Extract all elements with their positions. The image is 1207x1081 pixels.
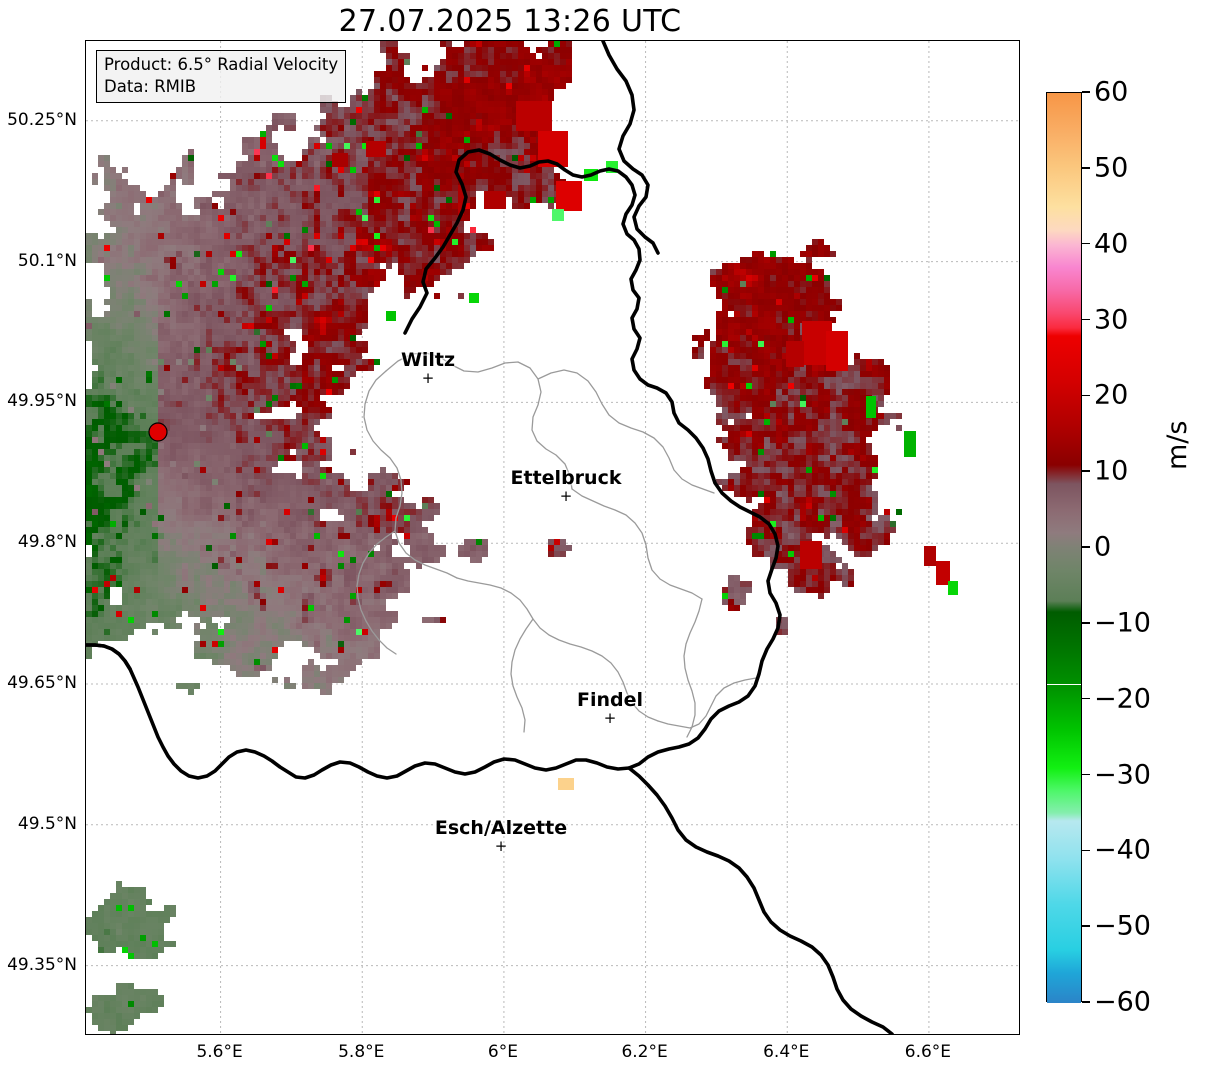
colorbar-band <box>1047 548 1081 571</box>
colorbar-band <box>1047 267 1081 291</box>
city-marker-icon: + <box>421 369 435 387</box>
latitude-tick-label: 50.25°N <box>7 109 77 130</box>
colorbar-band <box>1047 464 1081 484</box>
colorbar-band <box>1047 813 1081 821</box>
city-label: Ettelbruck + <box>511 467 622 504</box>
longitude-tick-label: 6.4°E <box>763 1042 810 1062</box>
colorbar-band <box>1047 229 1081 245</box>
colorbar-tick <box>1082 773 1090 776</box>
colorbar-tick <box>1082 849 1090 852</box>
colorbar-band <box>1047 612 1081 647</box>
colorbar-band <box>1047 790 1081 814</box>
latitude-tick-label: 49.95°N <box>7 391 77 412</box>
colorbar-tick-label: 20 <box>1094 379 1129 411</box>
latitude-axis: 50.25°N 50.1°N 49.95°N 49.8°N 49.65°N 49.5°N 4… <box>0 0 85 1081</box>
colorbar-band <box>1047 426 1081 465</box>
latitude-tick-label: 49.8°N <box>17 532 77 553</box>
city-name: Esch/Alzette <box>434 817 568 839</box>
colorbar-band <box>1047 730 1081 768</box>
colorbar-band <box>1047 130 1081 169</box>
map-canvas[interactable] <box>85 40 1020 1035</box>
colorbar-gradient <box>1046 92 1082 1003</box>
colorbar-tick-label: −50 <box>1094 910 1151 942</box>
radar-echo-layer <box>86 41 958 1034</box>
city-marker-icon: + <box>603 709 617 727</box>
colorbar-tick-label: −30 <box>1094 759 1151 790</box>
colorbar-band <box>1047 483 1081 511</box>
city-marker-icon: + <box>559 487 573 505</box>
colorbar-band <box>1047 858 1081 905</box>
colorbar-band <box>1047 510 1081 533</box>
colorbar-band <box>1047 168 1081 207</box>
colorbar-tick-label: −40 <box>1094 834 1151 866</box>
colorbar-band <box>1047 570 1081 602</box>
colorbar-tick <box>1082 697 1090 700</box>
colorbar-band <box>1047 206 1081 230</box>
colorbar-band <box>1047 767 1081 791</box>
colorbar-tick-label: 50 <box>1094 152 1129 184</box>
colorbar-band <box>1047 328 1081 336</box>
city-name: Ettelbruck <box>510 467 622 489</box>
city-name: Findel <box>576 689 644 711</box>
colorbar-tick-label: −60 <box>1094 986 1151 1018</box>
latitude-tick-label: 49.35°N <box>7 954 77 975</box>
colorbar-tick <box>1082 925 1090 927</box>
colorbar-band <box>1047 972 1081 1003</box>
colorbar-tick <box>1082 470 1090 472</box>
canton-borders <box>356 352 757 738</box>
product-info-box: Product: 6.5° Radial Velocity Data: RMIB <box>96 50 347 103</box>
longitude-tick-label: 6.2°E <box>621 1042 668 1062</box>
city-label: Esch/Alzette + <box>435 817 567 854</box>
colorbar-band <box>1047 821 1081 859</box>
data-source-line: Data: RMIB <box>104 76 197 96</box>
colorbar-tick-label: −10 <box>1094 607 1151 639</box>
colorbar-band <box>1047 93 1081 131</box>
latitude-tick-label: 50.1°N <box>17 250 77 271</box>
colorbar-tick <box>1082 167 1090 169</box>
page-title: 27.07.2025 13:26 UTC <box>338 4 682 39</box>
colorbar-band <box>1047 684 1081 730</box>
colorbar-tick-label: 0 <box>1094 531 1112 563</box>
colorbar-tick-label: 30 <box>1094 304 1129 335</box>
colorbar-band <box>1047 244 1081 268</box>
colorbar-band <box>1047 601 1081 613</box>
colorbar-tick <box>1082 622 1090 624</box>
colorbar-tick <box>1082 91 1090 93</box>
colorbar-band <box>1047 532 1081 548</box>
colorbar-band <box>1047 335 1081 382</box>
latitude-tick-label: 49.5°N <box>17 813 77 834</box>
colorbar-tick-label: 60 <box>1094 76 1129 108</box>
radar-site-marker <box>148 422 168 442</box>
colorbar-tick <box>1082 1001 1090 1003</box>
city-label: Findel + <box>577 689 643 726</box>
map-graphics <box>86 41 1019 1034</box>
colorbar-band <box>1047 290 1081 313</box>
longitude-tick-label: 6.6°E <box>904 1042 952 1062</box>
colorbar-band <box>1047 312 1081 329</box>
colorbar-band <box>1047 381 1081 427</box>
colorbar[interactable]: 60 50 40 30 20 10 0 −10 −20 −30 −40 −50 −60 <box>1046 77 1151 1018</box>
longitude-tick-label: 6°E <box>487 1042 518 1062</box>
colorbar-band <box>1047 949 1081 973</box>
city-name: Wiltz <box>400 349 456 371</box>
latitude-tick-label: 49.65°N <box>7 672 77 693</box>
colorbar-tick-label: 40 <box>1094 228 1129 260</box>
longitude-tick-label: 5.8°E <box>338 1042 385 1062</box>
colorbar-tick <box>1082 546 1090 548</box>
city-marker-icon: + <box>494 837 508 855</box>
longitude-tick-label: 5.6°E <box>196 1042 243 1062</box>
colorbar-band <box>1047 646 1081 685</box>
colorbar-tick-label: 10 <box>1094 455 1129 487</box>
city-label: Wiltz + <box>401 349 455 386</box>
colorbar-tick-label: −20 <box>1094 683 1151 715</box>
colorbar-tick <box>1082 318 1090 321</box>
national-borders <box>86 41 894 1034</box>
colorbar-unit-label: m/s <box>1162 420 1193 470</box>
colorbar-tick <box>1082 394 1090 397</box>
product-line: Product: 6.5° Radial Velocity <box>104 55 339 74</box>
colorbar-band <box>1047 904 1081 950</box>
colorbar-tick <box>1082 242 1090 245</box>
